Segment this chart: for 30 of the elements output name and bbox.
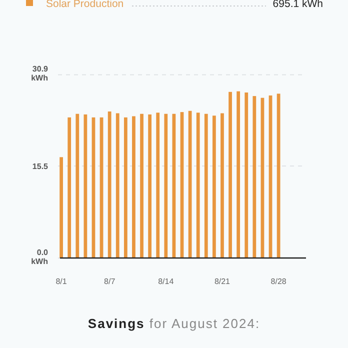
y-tick-label: 0.0 kWh xyxy=(31,248,49,266)
x-tick-label: 8/14 xyxy=(158,277,174,286)
text: Savings for August 2024: xyxy=(88,316,260,331)
bar xyxy=(164,114,168,258)
bar xyxy=(132,116,136,258)
x-tick-label: 8/7 xyxy=(104,277,116,286)
bar xyxy=(228,92,232,258)
bar xyxy=(108,111,112,258)
y-tick-label: 30.9 kWh xyxy=(31,64,49,83)
bar xyxy=(76,114,80,258)
bar xyxy=(220,113,224,258)
bar xyxy=(68,117,72,258)
bar xyxy=(156,112,160,258)
bar xyxy=(236,91,240,258)
x-tick-label: 8/28 xyxy=(270,277,287,286)
bar xyxy=(148,114,152,258)
bar xyxy=(204,114,208,258)
bar xyxy=(124,117,128,258)
bar xyxy=(276,94,280,258)
y-tick-label: 15.5 xyxy=(32,162,49,172)
bar xyxy=(196,112,200,258)
bar xyxy=(252,96,256,258)
bar xyxy=(60,157,63,258)
bar xyxy=(212,116,216,258)
x-tick-label: 8/1 xyxy=(56,277,68,286)
bar xyxy=(84,114,88,258)
bar xyxy=(244,92,248,258)
x-tick-label: 8/21 xyxy=(214,277,231,286)
bar xyxy=(116,113,120,258)
bar xyxy=(140,114,144,258)
